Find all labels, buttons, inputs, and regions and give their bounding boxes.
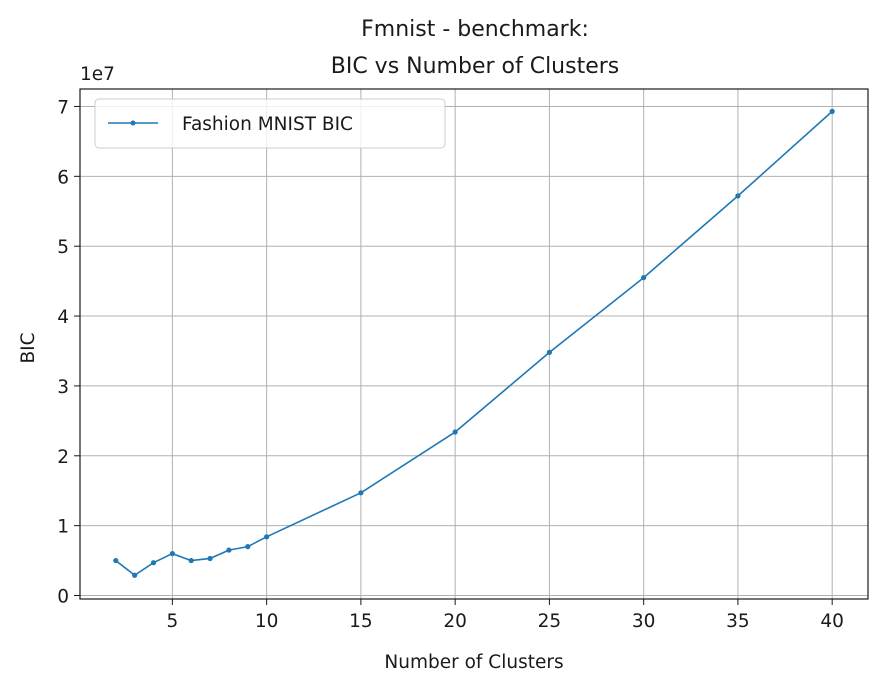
chart-title-line-2: BIC vs Number of Clusters: [331, 54, 620, 79]
data-point: [150, 560, 157, 566]
y-tick-label: 1: [57, 517, 69, 538]
y-tick-label: 3: [57, 377, 69, 398]
data-point: [546, 349, 553, 355]
data-point: [132, 572, 138, 578]
legend-box: [94, 98, 446, 149]
chart-title: Fmnist - benchmark: BIC vs Number of Clu…: [331, 17, 620, 79]
y-axis-label: BIC: [18, 332, 39, 363]
chart-title-line-1: Fmnist - benchmark:: [361, 17, 589, 42]
data-point: [452, 429, 458, 435]
x-axis-label: Number of Clusters: [384, 652, 563, 673]
y-tick-label: 5: [57, 237, 69, 258]
legend-label-fashion-mnist-bic: Fashion MNIST BIC: [182, 114, 353, 135]
x-tick-label: 40: [820, 611, 844, 632]
data-point: [641, 275, 647, 281]
data-point: [245, 544, 251, 550]
x-tick-label: 10: [255, 611, 279, 632]
plot-frame: [79, 88, 869, 600]
data-point: [735, 193, 741, 199]
legend: Fashion MNIST BIC: [94, 98, 446, 149]
y-tick-label: 0: [57, 587, 69, 608]
y-offset-label: 1e7: [80, 64, 115, 85]
y-tick-label: 6: [57, 167, 69, 188]
y-tick-label: 7: [57, 97, 69, 118]
data-point: [829, 108, 835, 114]
data-point: [226, 547, 232, 553]
data-point: [358, 490, 364, 496]
data-point: [264, 534, 270, 540]
series-layer: [113, 108, 835, 578]
data-point: [188, 557, 194, 564]
x-tick-label: 20: [443, 611, 467, 632]
data-point: [207, 555, 213, 562]
series-line: [115, 110, 833, 577]
x-tick-label: 35: [726, 611, 750, 632]
data-point: [169, 550, 175, 557]
y-tick-label: 4: [57, 307, 69, 328]
x-tick-label: 15: [349, 611, 373, 632]
grid: [80, 89, 868, 599]
x-tick-label: 25: [538, 611, 562, 632]
data-point: [113, 557, 119, 564]
x-tick-label: 30: [632, 611, 656, 632]
ticks: 5 10 15 20 25 30 35 40 0 1 2 3 4 5 6 7: [57, 97, 844, 632]
y-tick-label: 2: [57, 447, 69, 468]
legend-marker-swatch: [130, 120, 136, 126]
x-tick-label: 5: [166, 611, 178, 632]
